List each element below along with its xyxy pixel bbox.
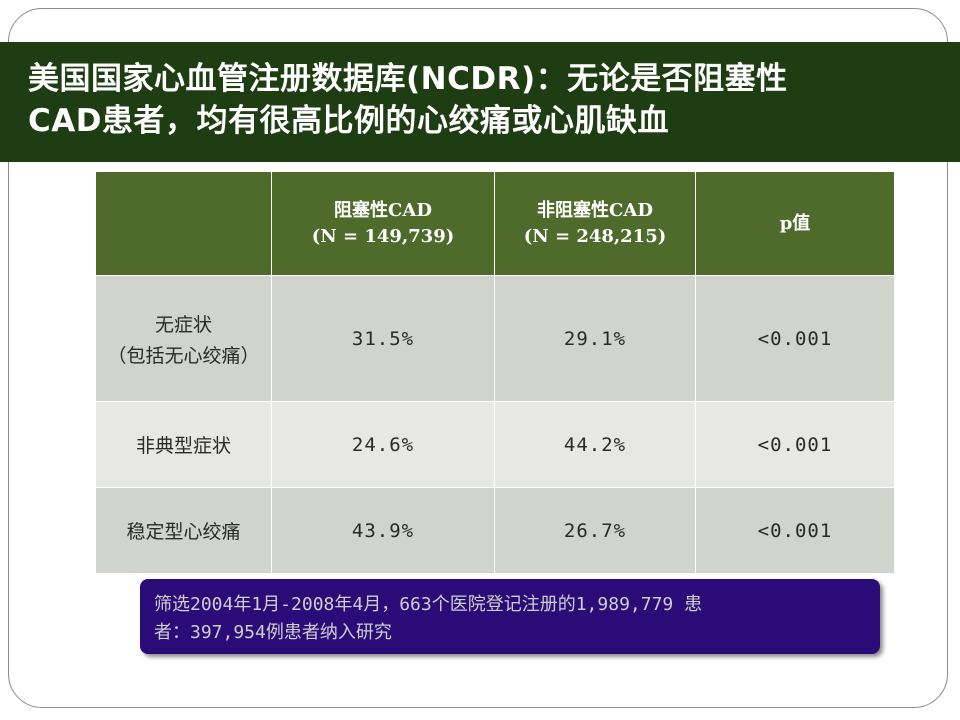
cell-nonobstructive: 44.2%	[494, 401, 696, 488]
header-p-value-label: p值	[779, 212, 811, 234]
comparison-table: 阻塞性CAD (N = 149,739) 非阻塞性CAD (N = 248,21…	[95, 171, 895, 574]
cell-obstructive: 24.6%	[271, 401, 495, 488]
header-empty-cell	[95, 171, 272, 276]
header-nonobstructive-cad: 非阻塞性CAD (N = 248,215)	[494, 171, 696, 276]
study-note-line-1: 筛选2004年1月-2008年4月，663个医院登记注册的1,989,779 患	[154, 594, 703, 615]
slide-title-line-2: CAD患者，均有很高比例的心绞痛或心肌缺血	[28, 103, 669, 139]
cell-p-value: <0.001	[695, 401, 895, 488]
study-note-box: 筛选2004年1月-2008年4月，663个医院登记注册的1,989,779 患…	[140, 579, 880, 654]
cell-nonobstructive: 29.1%	[494, 275, 696, 402]
row-label-asymptomatic: 无症状 （包括无心绞痛）	[95, 275, 272, 402]
row-label-atypical: 非典型症状	[95, 401, 272, 488]
table-row: 非典型症状 24.6% 44.2% <0.001	[95, 401, 895, 488]
table-row: 稳定型心绞痛 43.9% 26.7% <0.001	[95, 487, 895, 574]
study-note-line-2: 者：397,954例患者纳入研究	[154, 622, 392, 643]
cell-p-value: <0.001	[695, 275, 895, 402]
cell-p-value: <0.001	[695, 487, 895, 574]
row-sublabel: （包括无心绞痛）	[107, 344, 260, 367]
header-nonobstructive-n: (N = 248,215)	[523, 225, 667, 247]
title-banner: 美国国家心血管注册数据库(NCDR)：无论是否阻塞性 CAD患者，均有很高比例的…	[0, 42, 960, 162]
row-label: 无症状	[154, 313, 212, 336]
header-obstructive-n: (N = 149,739)	[311, 225, 455, 247]
header-obstructive-cad: 阻塞性CAD (N = 149,739)	[271, 171, 495, 276]
table-header-row: 阻塞性CAD (N = 149,739) 非阻塞性CAD (N = 248,21…	[95, 171, 895, 276]
table-row: 无症状 （包括无心绞痛） 31.5% 29.1% <0.001	[95, 275, 895, 402]
header-obstructive-label: 阻塞性CAD	[334, 199, 432, 221]
cell-obstructive: 31.5%	[271, 275, 495, 402]
cell-obstructive: 43.9%	[271, 487, 495, 574]
cell-nonobstructive: 26.7%	[494, 487, 696, 574]
header-nonobstructive-label: 非阻塞性CAD	[537, 199, 653, 221]
header-p-value: p值	[695, 171, 895, 276]
slide-title-line-1: 美国国家心血管注册数据库(NCDR)：无论是否阻塞性	[28, 61, 788, 97]
row-label-stable-angina: 稳定型心绞痛	[95, 487, 272, 574]
